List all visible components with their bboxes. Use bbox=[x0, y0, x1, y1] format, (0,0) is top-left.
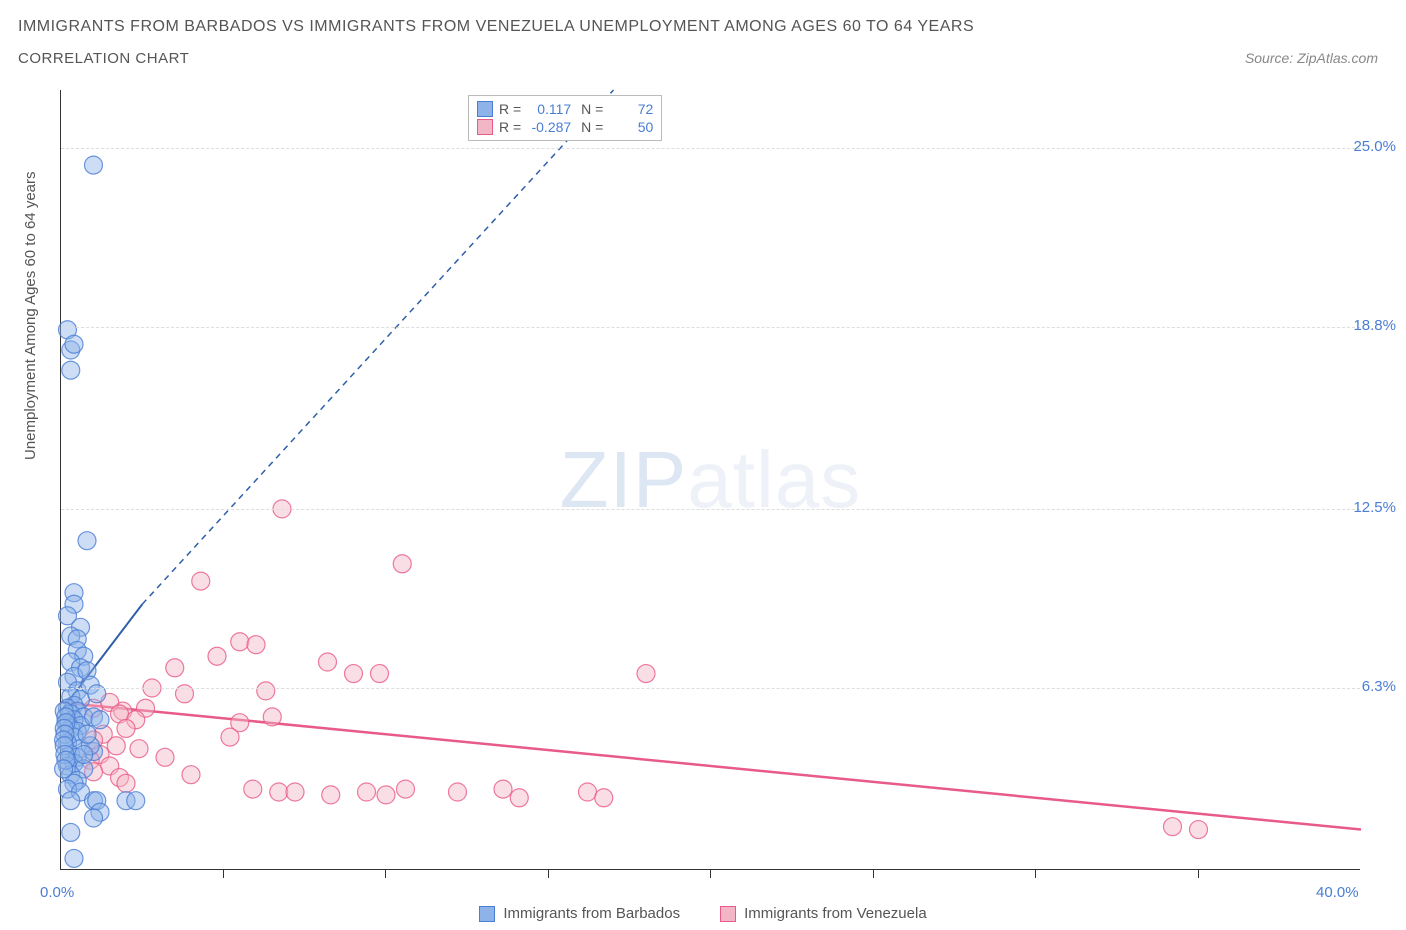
bottom-legend-barbados: Immigrants from Barbados bbox=[479, 905, 680, 922]
legend-swatch-venezuela-icon bbox=[720, 906, 736, 922]
stats-legend-row-venezuela: R = -0.287 N = 50 bbox=[477, 118, 653, 136]
chart-title-line1: IMMIGRANTS FROM BARBADOS VS IMMIGRANTS F… bbox=[18, 18, 974, 36]
x-tick-mark bbox=[223, 870, 224, 878]
source-attribution: Source: ZipAtlas.com bbox=[1245, 50, 1378, 66]
gridline bbox=[61, 327, 1360, 328]
gridline bbox=[61, 509, 1360, 510]
y-tick-label: 18.8% bbox=[1308, 317, 1396, 334]
x-tick-mark bbox=[385, 870, 386, 878]
plot-area: ZIPatlas bbox=[60, 90, 1360, 870]
y-tick-label: 12.5% bbox=[1308, 499, 1396, 516]
legend-swatch-barbados-icon bbox=[479, 906, 495, 922]
stats-legend: R = 0.117 N = 72 R = -0.287 N = 50 bbox=[468, 95, 662, 141]
x-tick-label-left: 0.0% bbox=[40, 884, 74, 901]
x-tick-mark bbox=[1035, 870, 1036, 878]
gridline bbox=[61, 688, 1360, 689]
y-axis-label: Unemployment Among Ages 60 to 64 years bbox=[22, 171, 39, 460]
y-tick-label: 6.3% bbox=[1308, 678, 1396, 695]
legend-swatch-barbados bbox=[477, 101, 493, 117]
gridline bbox=[61, 148, 1360, 149]
y-tick-label: 25.0% bbox=[1308, 138, 1396, 155]
x-tick-mark bbox=[548, 870, 549, 878]
x-tick-label-right: 40.0% bbox=[1316, 884, 1359, 901]
bottom-legend-venezuela: Immigrants from Venezuela bbox=[720, 905, 927, 922]
chart-title-line2: CORRELATION CHART bbox=[18, 50, 189, 67]
bottom-legend: Immigrants from Barbados Immigrants from… bbox=[0, 905, 1406, 922]
x-tick-mark bbox=[873, 870, 874, 878]
x-tick-mark bbox=[710, 870, 711, 878]
x-tick-mark bbox=[1198, 870, 1199, 878]
stats-legend-row-barbados: R = 0.117 N = 72 bbox=[477, 100, 653, 118]
legend-swatch-venezuela bbox=[477, 119, 493, 135]
chart-svg bbox=[61, 90, 1361, 870]
